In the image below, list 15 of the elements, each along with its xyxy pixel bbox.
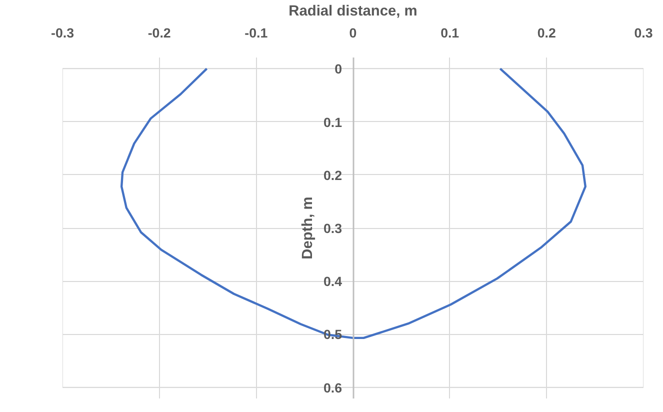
y-tick-label: 0.3 [323,221,342,236]
y-tick-label: 0.6 [323,380,342,396]
x-axis-title: Radial distance, m [288,4,418,20]
x-tick-label: -0.1 [244,26,268,40]
x-tick-label: 0 [349,26,357,40]
y-tick-label: 0 [334,62,342,77]
x-tick-label: 0.2 [537,26,556,40]
y-tick-label: 0.4 [323,274,343,290]
y-tick-label: 0.1 [323,114,343,130]
y-axis-title: Depth, m [300,196,316,260]
x-tick-label: -0.3 [51,26,74,40]
x-tick-label: -0.2 [148,26,171,40]
y-tick-label: 0.2 [323,168,342,183]
x-tick-label: 0.3 [634,26,653,40]
x-tick-label: 0.1 [440,26,460,40]
